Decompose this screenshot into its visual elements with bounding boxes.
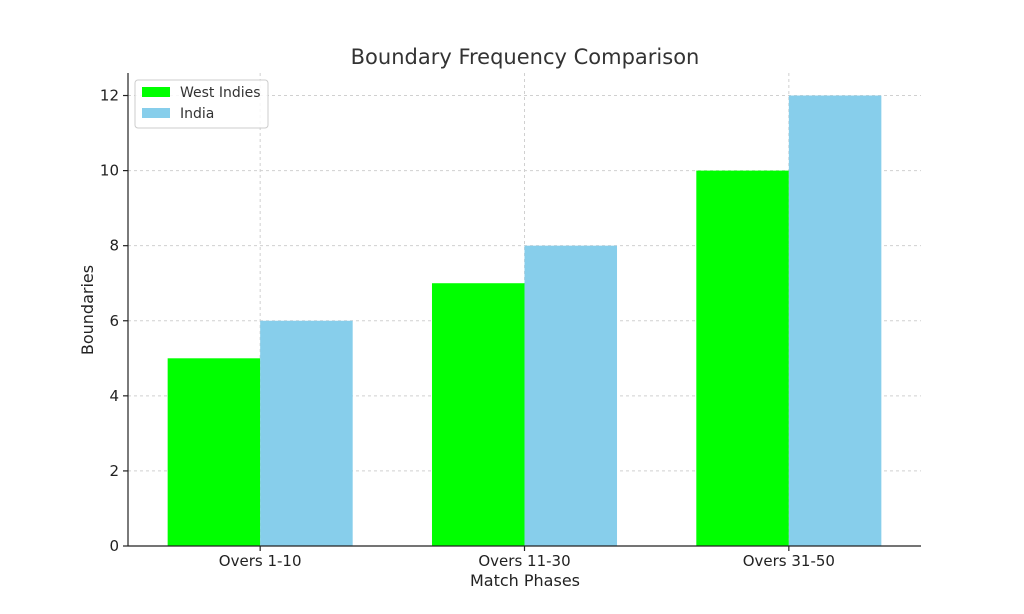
bar-west-indies [431, 283, 525, 546]
y-tick-label: 2 [109, 462, 119, 480]
bars-layer [167, 95, 882, 547]
legend-label: West Indies [180, 85, 261, 101]
legend-label: India [180, 106, 214, 122]
y-axis-label: Boundaries [78, 265, 97, 355]
bar-india [524, 245, 618, 546]
x-axis-label: Match Phases [470, 571, 580, 590]
chart-title: Boundary Frequency Comparison [351, 45, 700, 69]
bar-india [260, 320, 353, 546]
x-tick-label: Overs 11-30 [478, 552, 570, 570]
y-tick-label: 8 [109, 237, 119, 255]
y-tick-label: 4 [109, 387, 119, 405]
legend-swatch [142, 87, 170, 97]
y-tick-label: 10 [100, 162, 119, 180]
legend-items: West Indies India [142, 85, 261, 122]
bar-west-indies [696, 170, 789, 546]
legend: West Indies India [134, 79, 269, 129]
legend-swatch [142, 108, 170, 118]
x-tick-label: Overs 31-50 [743, 552, 835, 570]
y-tick-label: 6 [109, 312, 119, 330]
y-tick-label: 12 [100, 87, 119, 105]
x-tick-labels: Overs 1-10 Overs 11-30 Overs 31-50 [219, 546, 835, 570]
y-tick-label: 0 [109, 537, 119, 555]
x-tick-label: Overs 1-10 [219, 552, 302, 570]
bar-west-indies [167, 358, 261, 546]
bar-india [788, 95, 882, 547]
y-tick-labels: 0 2 4 6 8 10 12 [100, 87, 128, 555]
